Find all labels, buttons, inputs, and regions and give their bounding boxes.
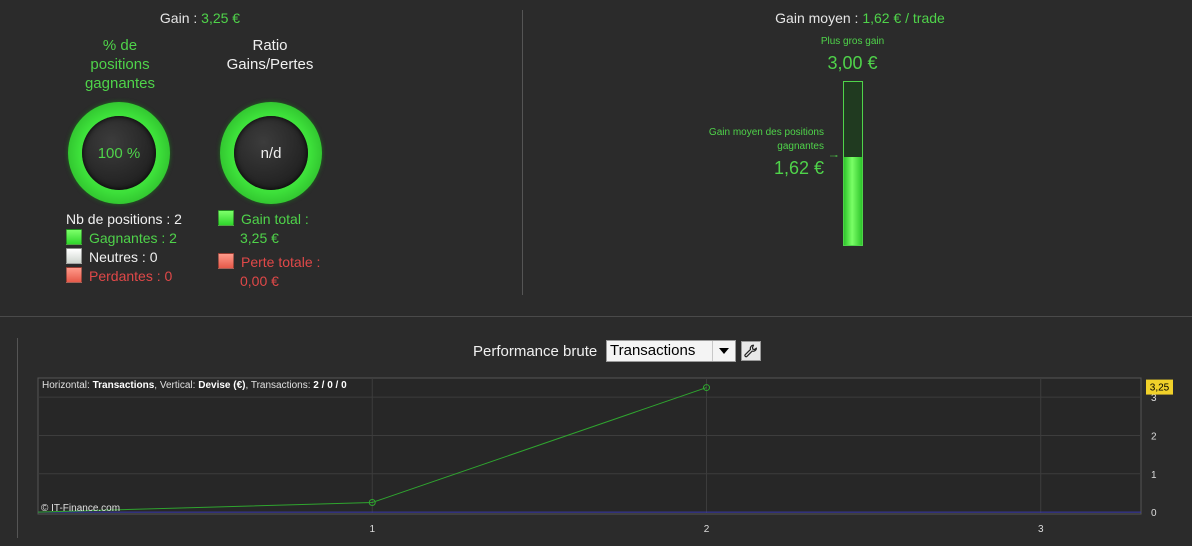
chart-info-losers: 0: [341, 380, 347, 391]
loss-total-label: Perte totale :: [241, 254, 321, 270]
loss-total-value: 0,00 €: [240, 273, 279, 289]
win-gauge-title: % de positions gagnantes: [70, 36, 170, 93]
totals-legend: Gain total : 3,25 € Perte totale : 0,00 …: [218, 210, 320, 291]
avg-gain-summary: Gain moyen : 1,62 € / trade: [700, 10, 1020, 26]
plot-area: [37, 377, 1142, 515]
win-gauge-title-line: % de: [102, 37, 138, 54]
positions-count: Nb de positions : 2: [66, 211, 182, 227]
chart-info-v-value: Devise (€): [198, 380, 246, 391]
red-swatch-icon: [66, 267, 82, 283]
gain-label: Gain :: [159, 10, 198, 26]
chart-info-neutral: 0: [327, 380, 333, 391]
chart-info-sep: /: [332, 380, 342, 391]
avg-winning-label-line: gagnantes: [777, 141, 824, 152]
win-rate-value: 100 %: [82, 116, 156, 190]
performance-mode-value: Transactions: [610, 342, 696, 359]
last-value-badge: [1146, 379, 1173, 395]
avg-winning-label: Gain moyen des positions gagnantes: [672, 126, 824, 154]
chart-info-h-value: Transactions: [92, 380, 155, 391]
y-tick-label: 0: [1151, 508, 1157, 519]
winners-row: Gagnantes : 2: [66, 229, 182, 248]
chart-info-winners: 2: [313, 380, 319, 391]
best-gain-label: Plus gros gain: [820, 36, 885, 47]
win-rate-gauge: 100 %: [68, 102, 170, 204]
performance-chart: 1 2 3 0 1 2 3 3,25: [37, 377, 1173, 535]
ratio-gauge-title: Ratio Gains/Pertes: [210, 36, 330, 74]
green-swatch-icon: [66, 229, 82, 245]
chart-info: Horizontal: Transactions, Vertical: Devi…: [42, 380, 347, 391]
losers-count: Perdantes : 0: [89, 268, 173, 284]
best-gain-value: 3,00 €: [827, 53, 878, 73]
ratio-gauge-title-line: Ratio: [252, 37, 288, 54]
performance-mode-select[interactable]: Transactions: [606, 340, 736, 362]
gain-total-label: Gain total :: [241, 211, 309, 227]
winners-count: Gagnantes : 2: [89, 230, 177, 246]
ratio-gauge-title-line: Gains/Pertes: [226, 56, 314, 73]
y-tick-label: 3: [1151, 393, 1157, 404]
avg-gain-value: 1,62 € / trade: [862, 10, 945, 26]
chevron-down-icon[interactable]: [712, 341, 735, 361]
gain-total-value: 3,25 €: [240, 230, 279, 246]
performance-label: Performance brute: [473, 343, 598, 360]
gain-value: 3,25 €: [201, 10, 241, 26]
y-tick-label: 1: [1151, 470, 1157, 481]
chart-info-v-label: , Vertical:: [154, 380, 196, 391]
white-swatch-icon: [66, 248, 82, 264]
positions-legend: Nb de positions : 2 Gagnantes : 2 Neutre…: [66, 210, 182, 286]
chart-left-border: [17, 338, 18, 538]
avg-gain-bar: [843, 81, 863, 246]
ratio-value: n/d: [234, 116, 308, 190]
wrench-icon: [744, 344, 757, 358]
panel-divider: [522, 10, 523, 295]
gain-total-row: Gain total :: [218, 210, 320, 229]
losers-row: Perdantes : 0: [66, 267, 182, 286]
x-tick-label: 1: [369, 524, 375, 535]
section-divider: [0, 316, 1192, 317]
win-gauge-title-line: positions: [90, 56, 150, 73]
avg-winning-label-line: Gain moyen des positions: [708, 127, 824, 138]
green-swatch-icon: [218, 210, 234, 226]
data-point: [702, 384, 710, 392]
red-swatch-icon: [218, 253, 234, 269]
neutral-count: Neutres : 0: [89, 249, 158, 265]
avg-gain-bar-fill: [844, 156, 862, 245]
ratio-gauge: n/d: [220, 102, 322, 204]
chart-settings-button[interactable]: [741, 341, 761, 361]
neutral-row: Neutres : 0: [66, 248, 182, 267]
gain-summary: Gain : 3,25 €: [0, 10, 400, 26]
win-gauge-title-line: gagnantes: [84, 75, 156, 92]
chart-info-t-label: , Transactions:: [245, 380, 311, 391]
series-line: [37, 387, 707, 513]
avg-gain-label: Gain moyen :: [775, 10, 859, 26]
last-value-label: 3,25: [1150, 383, 1170, 394]
copyright-text: © IT-Finance.com: [41, 503, 121, 514]
chart-info-h-label: Horizontal:: [42, 380, 90, 391]
x-tick-label: 3: [1038, 524, 1044, 535]
chart-info-sep: /: [318, 380, 328, 391]
arrow-right-icon: [830, 155, 839, 157]
data-point: [368, 499, 376, 507]
loss-total-row: Perte totale :: [218, 253, 320, 272]
y-tick-label: 2: [1151, 431, 1157, 442]
avg-winning-value: 1,62 €: [773, 158, 824, 178]
x-tick-label: 2: [704, 524, 710, 535]
